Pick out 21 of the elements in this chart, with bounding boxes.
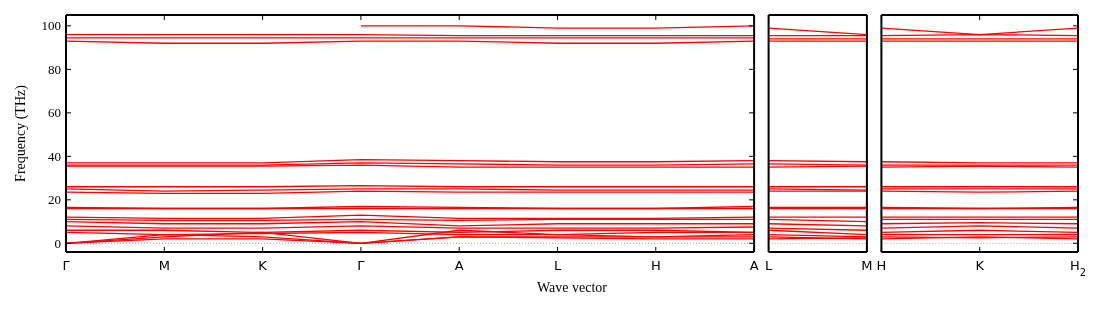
y-tick-label: 0 <box>54 235 61 251</box>
x-tick-label: A <box>749 258 759 273</box>
x-tick-label: Γ <box>357 258 366 273</box>
x-tick-label: L <box>764 258 773 273</box>
y-tick-label: 20 <box>48 192 61 208</box>
x-tick-label: Γ <box>62 258 71 273</box>
y-tick-label: 40 <box>48 148 61 164</box>
y-tick-label: 60 <box>48 105 61 121</box>
x-tick-label: M <box>861 258 873 273</box>
x-tick-label: H$_{2}$ <box>1070 258 1086 278</box>
x-tick-label: H <box>876 258 887 273</box>
x-tick-label: L <box>553 258 562 273</box>
y-axis-title: Frequency (THz) <box>13 84 29 182</box>
x-tick-label: M <box>158 258 170 273</box>
x-tick-label: K <box>258 258 268 273</box>
y-tick-label: 80 <box>48 61 61 77</box>
x-tick-label: H <box>650 258 661 273</box>
y-tick-label: 100 <box>41 18 61 34</box>
x-axis-title: Wave vector <box>537 280 608 295</box>
x-tick-label: K <box>975 258 985 273</box>
x-tick-label: A <box>454 258 464 273</box>
